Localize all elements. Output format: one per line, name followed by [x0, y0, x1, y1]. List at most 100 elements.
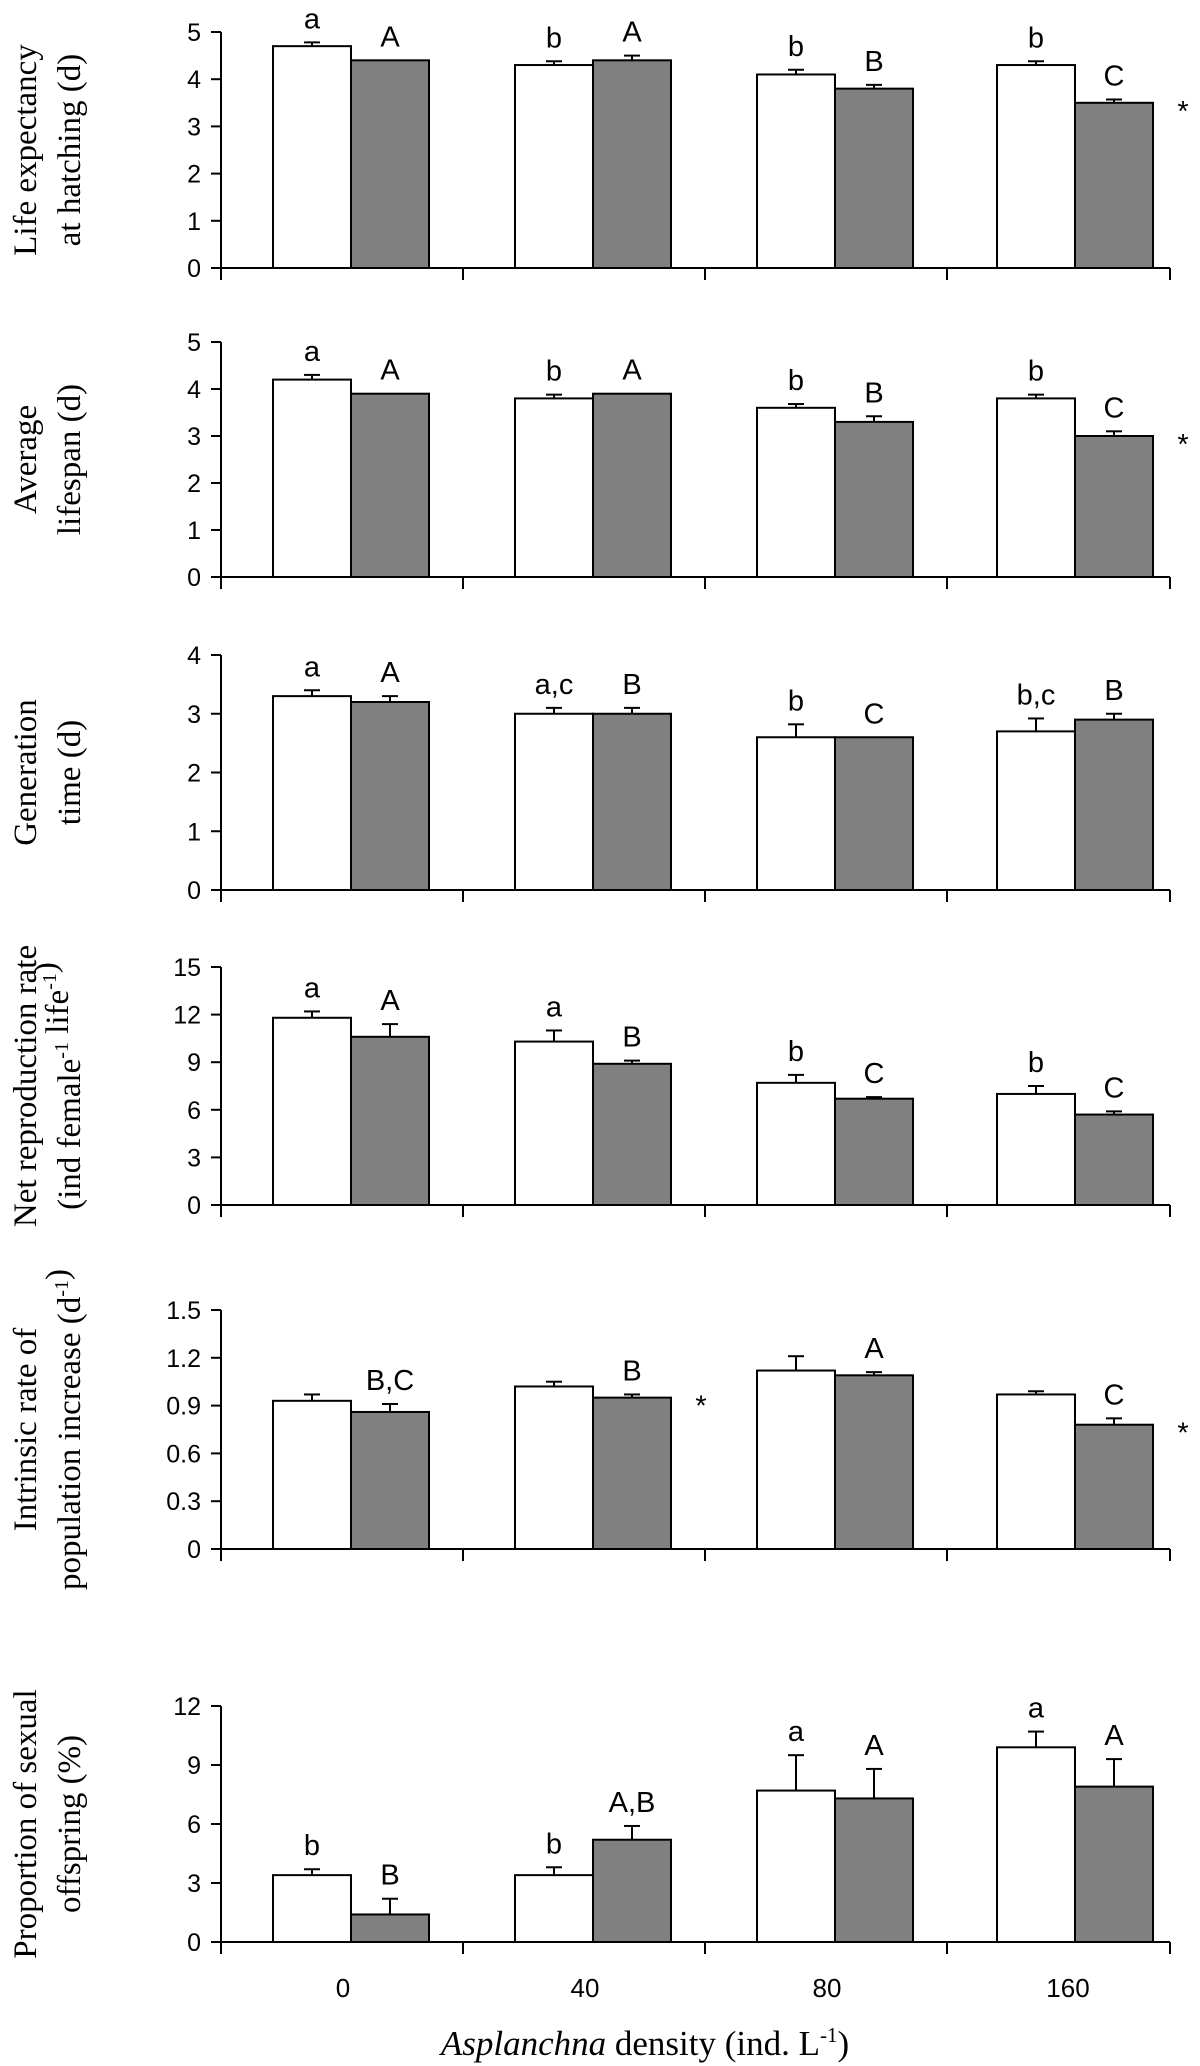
y-tick-label: 15	[173, 954, 201, 982]
significance-label: C	[864, 698, 885, 730]
y-tick-label: 2	[187, 470, 201, 498]
significance-label: B,C	[366, 1365, 414, 1397]
bar-grey-160	[1074, 101, 1154, 269]
significance-label: a	[304, 651, 321, 683]
bar-white-40	[514, 1040, 594, 1207]
y-tick-label: 3	[187, 1144, 201, 1172]
y-axis-title-text: (ind female	[52, 1059, 88, 1210]
y-tick-label: 0	[187, 255, 201, 283]
bar-grey-0	[350, 1410, 430, 1551]
significance-label: b	[788, 31, 804, 63]
significance-label: C	[1104, 392, 1125, 424]
y-axis-title-line: (ind female-1 life-1)	[28, 962, 88, 1210]
y-axis-title-line: Proportion of sexual	[8, 1689, 44, 1958]
significance-label: a	[546, 991, 563, 1023]
y-axis-title-text: time (d)	[52, 720, 88, 825]
y-axis-title-line: at hatching (d)	[52, 54, 88, 246]
significance-star: *	[1177, 429, 1188, 461]
y-tick-label: 3	[187, 1870, 201, 1898]
bar-grey-0	[350, 59, 430, 269]
y-tick-label: 0	[187, 1536, 201, 1564]
x-category-label: 80	[813, 1973, 842, 2003]
y-axis-title-text: Net reproduction rate	[8, 945, 44, 1227]
y-axis-title-text: Generation	[8, 699, 44, 846]
x-axis-title-text: density (ind. L	[606, 2024, 820, 2063]
y-tick-label: 12	[173, 1002, 201, 1030]
bar-white-160	[996, 1092, 1076, 1207]
y-tick-label: 5	[187, 19, 201, 47]
bar-grey-80	[834, 1097, 914, 1207]
bar-grey-160	[1074, 1423, 1154, 1550]
bar-white-40	[514, 1385, 594, 1550]
y-axis-title-text: offspring (%)	[52, 1735, 88, 1913]
y-axis-title-text: at hatching (d)	[52, 54, 88, 246]
bar-white-80	[756, 1081, 836, 1206]
significance-label: a	[788, 1716, 805, 1748]
panel-3: 0 1 2 3 4 Generation time (d) a a,c b b,c A B C B	[8, 642, 1171, 905]
significance-star: *	[1177, 96, 1188, 128]
y-axis-title-text: life	[40, 990, 76, 1042]
y-tick-label: 0.6	[166, 1440, 201, 1468]
panel-5: 0 0.3 0.6 0.9 1.2 1.5 Intrinsic rate of populat…	[8, 1269, 1189, 1590]
bar-grey-40	[592, 392, 672, 579]
y-tick-label: 6	[187, 1811, 201, 1839]
y-tick-label: 2	[187, 161, 201, 189]
bar-white-0	[272, 1874, 352, 1943]
panel-2: 0 1 2 3 4 5 Average lifespan (d) a b b b A A B C *	[8, 329, 1189, 592]
bar-white-160	[996, 397, 1076, 578]
bar-grey-160	[1074, 1785, 1154, 1943]
significance-label: A	[380, 21, 400, 53]
significance-label: b	[788, 1036, 804, 1068]
y-tick-label: 0.3	[166, 1488, 201, 1516]
y-axis-title-line: time (d)	[52, 720, 88, 825]
y-axis-title-text: Life expectancy	[8, 44, 44, 256]
y-tick-label: 0.9	[166, 1393, 201, 1421]
bar-grey-0	[350, 701, 430, 891]
bar-grey-0	[350, 392, 430, 579]
panel-1: 0 1 2 3 4 5 Life expectancy at hatching (d) a b b b…	[8, 3, 1189, 283]
bar-grey-0	[350, 1035, 430, 1207]
bar-white-0	[272, 378, 352, 578]
bar-grey-0	[350, 1913, 430, 1944]
y-tick-label: 5	[187, 329, 201, 357]
bar-grey-80	[834, 1374, 914, 1550]
significance-label: b	[1028, 356, 1044, 388]
y-tick-label: 4	[187, 642, 201, 670]
y-tick-label: 4	[187, 66, 201, 94]
bar-grey-80	[834, 420, 914, 578]
y-tick-label: 3	[187, 113, 201, 141]
y-tick-label: 0	[187, 564, 201, 592]
y-axis-title-line: Net reproduction rate	[8, 945, 44, 1227]
significance-label: A	[864, 1730, 884, 1762]
x-axis-title: Asplanchna density (ind. L-1)	[439, 2023, 849, 2063]
bar-grey-80	[834, 87, 914, 269]
y-axis-title-text: population increase (d	[52, 1296, 88, 1590]
significance-label: a,c	[535, 669, 574, 701]
y-tick-label: 0	[187, 1192, 201, 1220]
bar-grey-160	[1074, 718, 1154, 891]
bar-white-160	[996, 1393, 1076, 1550]
y-axis-title-line: Generation	[8, 699, 44, 846]
significance-label: C	[1104, 60, 1125, 92]
y-axis-title-line: lifespan (d)	[52, 384, 88, 535]
significance-label: A	[622, 17, 642, 49]
y-tick-label: 9	[187, 1049, 201, 1077]
y-tick-label: 1	[187, 208, 201, 236]
panel-6: 0 3 6 9 12 Proportion of sexual offspring (%) b…	[8, 1689, 1171, 1959]
significance-label: B	[622, 1355, 641, 1387]
y-axis-title-text: )	[28, 962, 64, 973]
significance-label: a	[1028, 1693, 1045, 1725]
bar-grey-160	[1074, 1113, 1154, 1207]
significance-label: b	[1028, 22, 1044, 54]
y-axis-title-text: Average	[8, 405, 44, 514]
bar-white-160	[996, 1746, 1076, 1944]
significance-label: A	[622, 355, 642, 387]
y-tick-label: 6	[187, 1097, 201, 1125]
significance-label: C	[864, 1058, 885, 1090]
bar-grey-80	[834, 1797, 914, 1944]
y-axis-title-superscript: -1	[51, 1280, 73, 1297]
significance-label: A	[380, 985, 400, 1017]
significance-label: B	[864, 46, 883, 78]
significance-star: *	[695, 1391, 706, 1423]
